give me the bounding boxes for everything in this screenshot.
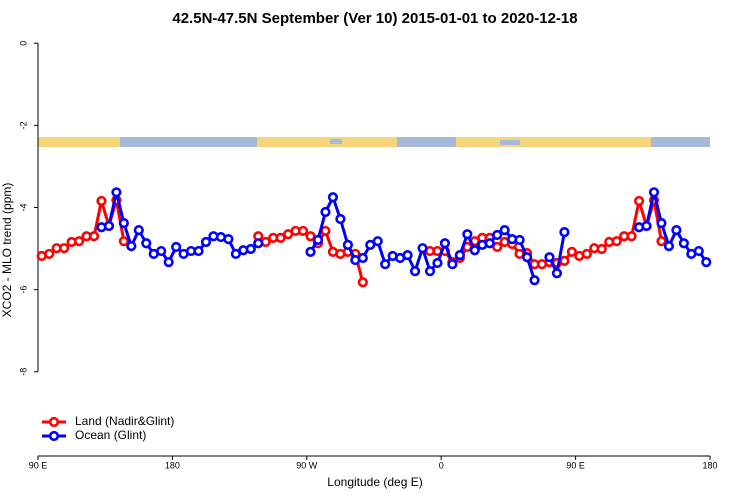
legend-label: Ocean (Glint): [75, 428, 146, 442]
y-tick-label: 0: [18, 41, 28, 46]
data-point: [521, 252, 533, 263]
data-point: [156, 245, 167, 257]
data-point: [305, 246, 316, 257]
data-point: [424, 266, 436, 277]
data-point: [581, 248, 592, 260]
x-tick-label: 0: [439, 460, 444, 470]
data-point: [103, 220, 115, 232]
x-tick-label: 90 W: [296, 460, 318, 470]
data-point: [417, 243, 428, 254]
data-point: [342, 239, 353, 250]
data-point: [118, 236, 129, 247]
data-point: [253, 238, 264, 249]
data-point: [223, 234, 234, 245]
data-point: [492, 229, 503, 241]
data-point: [447, 259, 458, 270]
legend-marker: [48, 416, 60, 428]
data-point: [126, 241, 137, 252]
data-point: [611, 236, 622, 247]
data-point: [484, 238, 495, 249]
y-axis-label: XCO2 - MLO trend (ppm): [0, 183, 14, 318]
data-point: [402, 250, 413, 261]
x-tick-label: 180: [165, 460, 180, 470]
data-point: [559, 227, 570, 238]
data-point: [648, 187, 660, 198]
data-point: [335, 213, 346, 225]
data-point: [357, 277, 368, 288]
data-point: [693, 245, 704, 257]
data-point: [305, 231, 316, 242]
data-point: [372, 236, 383, 247]
data-point: [529, 275, 540, 286]
data-point: [678, 238, 689, 249]
data-point: [312, 234, 324, 246]
x-tick-label: 90 E: [29, 460, 48, 470]
data-point: [469, 245, 480, 256]
data-point: [357, 252, 368, 264]
data-point: [133, 224, 144, 236]
data-point: [641, 220, 652, 232]
legend-marker: [48, 430, 60, 442]
data-point: [141, 238, 152, 249]
chart-title: 42.5N-47.5N September (Ver 10) 2015-01-0…: [172, 10, 577, 27]
x-axis-label: Longitude (deg E): [327, 475, 422, 489]
y-tick-label: -6: [18, 286, 28, 294]
data-point: [559, 255, 570, 267]
data-point: [409, 266, 421, 277]
data-point: [163, 257, 174, 268]
data-point: [44, 248, 55, 260]
data-point: [626, 231, 637, 242]
data-point: [566, 246, 577, 257]
data-point: [111, 187, 122, 198]
data-point: [118, 218, 129, 229]
data-point: [88, 231, 100, 242]
legend-entry: Ocean (Glint): [42, 428, 146, 442]
legend-label: Land (Nadir&Glint): [75, 414, 174, 428]
data-point: [73, 236, 85, 247]
data-point: [663, 241, 675, 252]
y-tick-label: -2: [18, 121, 28, 129]
land-ocean-strip: [38, 137, 710, 147]
data-point: [499, 224, 510, 236]
data-point: [462, 229, 473, 240]
data-point: [245, 243, 256, 255]
data-point: [275, 232, 286, 244]
data-point: [454, 250, 465, 261]
data-point: [439, 238, 451, 249]
data-point: [327, 192, 339, 203]
data-point: [656, 218, 667, 229]
series: [96, 187, 712, 286]
y-tick-label: -4: [18, 203, 28, 211]
data-point: [514, 234, 525, 246]
data-point: [633, 195, 645, 207]
data-point: [656, 236, 667, 247]
data-point: [596, 243, 607, 255]
x-tick-label: 180: [702, 460, 717, 470]
data-point: [492, 241, 503, 253]
y-tick-label: -8: [18, 368, 28, 376]
data-point: [200, 236, 212, 248]
data-point: [171, 241, 182, 253]
data-point: [59, 243, 70, 254]
data-point: [193, 245, 204, 257]
data-point: [365, 239, 376, 250]
data-point: [551, 268, 563, 279]
data-point: [230, 248, 241, 260]
legend-entry: Land (Nadir&Glint): [42, 414, 174, 428]
data-point: [432, 257, 443, 269]
data-point: [320, 225, 331, 237]
data-point: [96, 195, 107, 207]
data-point: [701, 257, 712, 268]
data-point: [297, 225, 309, 237]
data-point: [671, 224, 682, 236]
data-point: [320, 206, 331, 218]
x-tick-label: 90 E: [566, 460, 585, 470]
data-point: [380, 259, 391, 270]
data-point: [544, 252, 555, 263]
